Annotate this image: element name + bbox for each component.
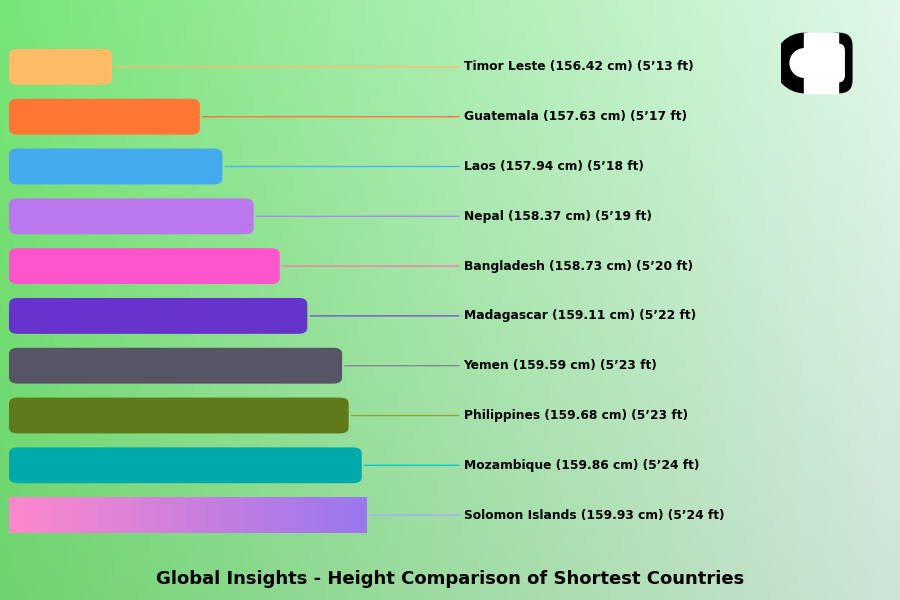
Circle shape [790, 49, 818, 77]
Text: Nepal (158.37 cm) (5’19 ft): Nepal (158.37 cm) (5’19 ft) [464, 210, 652, 223]
Text: Mozambique (159.86 cm) (5’24 ft): Mozambique (159.86 cm) (5’24 ft) [464, 459, 699, 472]
FancyBboxPatch shape [9, 99, 200, 134]
Bar [805, 34, 838, 92]
FancyBboxPatch shape [9, 348, 342, 383]
FancyBboxPatch shape [9, 398, 348, 433]
Text: Solomon Islands (159.93 cm) (5’24 ft): Solomon Islands (159.93 cm) (5’24 ft) [464, 509, 724, 521]
FancyBboxPatch shape [9, 199, 254, 234]
FancyBboxPatch shape [824, 34, 852, 92]
Circle shape [775, 34, 834, 92]
FancyBboxPatch shape [9, 248, 280, 284]
FancyBboxPatch shape [9, 49, 112, 85]
Text: Guatemala (157.63 cm) (5’17 ft): Guatemala (157.63 cm) (5’17 ft) [464, 110, 687, 123]
Text: Madagascar (159.11 cm) (5’22 ft): Madagascar (159.11 cm) (5’22 ft) [464, 310, 696, 322]
Text: Bangladesh (158.73 cm) (5’20 ft): Bangladesh (158.73 cm) (5’20 ft) [464, 260, 692, 272]
Text: Timor Leste (156.42 cm) (5’13 ft): Timor Leste (156.42 cm) (5’13 ft) [464, 61, 693, 73]
FancyBboxPatch shape [9, 298, 307, 334]
Text: Global Insights - Height Comparison of Shortest Countries: Global Insights - Height Comparison of S… [156, 570, 744, 588]
FancyBboxPatch shape [830, 43, 846, 83]
Text: Laos (157.94 cm) (5’18 ft): Laos (157.94 cm) (5’18 ft) [464, 160, 644, 173]
Text: Yemen (159.59 cm) (5’23 ft): Yemen (159.59 cm) (5’23 ft) [464, 359, 657, 372]
Text: Philippines (159.68 cm) (5’23 ft): Philippines (159.68 cm) (5’23 ft) [464, 409, 688, 422]
FancyBboxPatch shape [9, 149, 222, 184]
FancyBboxPatch shape [9, 448, 362, 483]
